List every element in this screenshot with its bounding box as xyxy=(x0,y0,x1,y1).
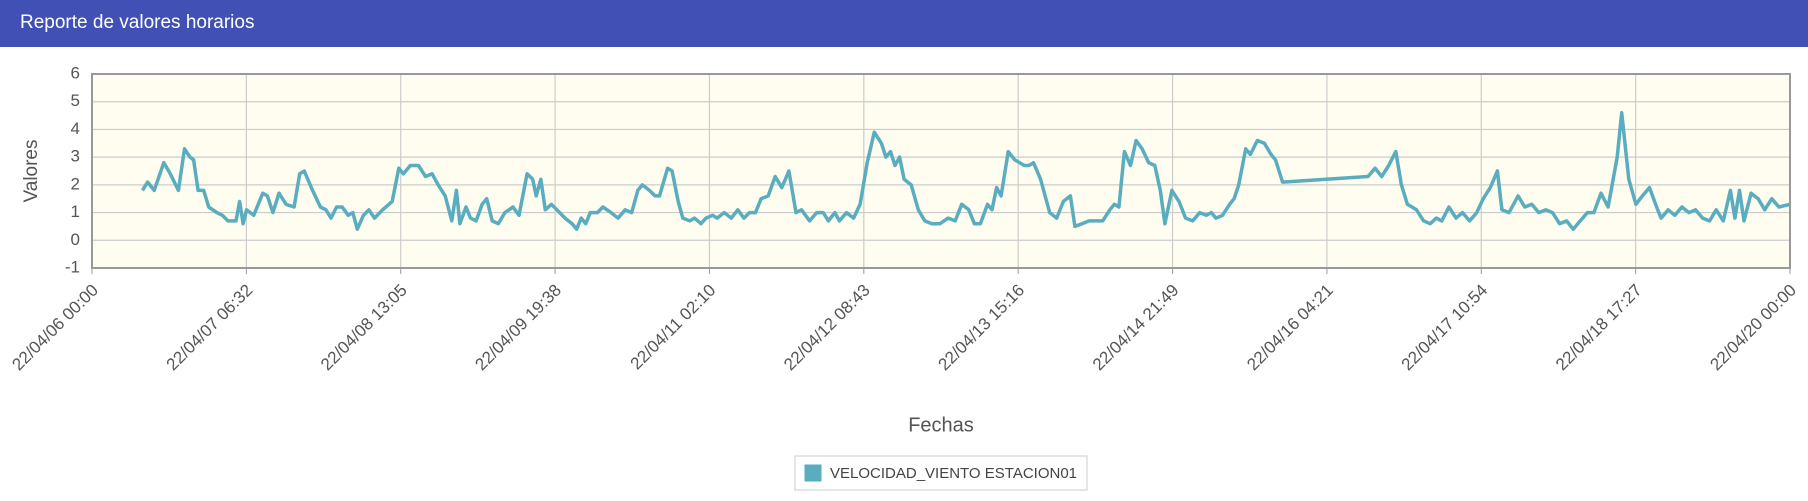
y-tick-label: 6 xyxy=(71,63,80,82)
legend-swatch xyxy=(803,463,823,483)
y-tick-label: 0 xyxy=(71,230,80,249)
x-tick-label: 22/04/12 08:43 xyxy=(780,281,874,375)
plot-border xyxy=(91,73,1791,269)
x-tick-label: 22/04/08 13:05 xyxy=(317,281,411,375)
x-tick-label: 22/04/16 04:21 xyxy=(1243,281,1337,375)
x-tick-label: 22/04/14 21:49 xyxy=(1089,281,1183,375)
header-bar xyxy=(0,0,1808,47)
data-line xyxy=(141,111,1791,231)
y-tick-label: 1 xyxy=(71,202,80,221)
x-tick-label: 22/04/17 10:54 xyxy=(1398,281,1492,375)
y-tick-label: -1 xyxy=(65,257,80,276)
y-axis-title: Valores xyxy=(21,139,42,202)
x-tick-label: 22/04/06 00:00 xyxy=(8,281,102,375)
x-tick-label: 22/04/11 02:10 xyxy=(627,281,720,374)
x-tick-label: 22/04/09 19:38 xyxy=(471,281,565,375)
x-axis-title: Fechas xyxy=(908,414,974,436)
y-tick-label: 5 xyxy=(71,91,80,110)
x-tick-label: 22/04/13 15:16 xyxy=(935,281,1029,375)
x-tick-label: 22/04/20 00:00 xyxy=(1706,281,1800,375)
y-tick-label: 2 xyxy=(71,174,80,193)
y-tick-label: 4 xyxy=(71,119,80,138)
legend-box xyxy=(794,455,1088,491)
x-tick-label: 22/04/07 06:32 xyxy=(163,281,257,375)
y-tick-label: 3 xyxy=(71,147,80,166)
chart-title: Reporte de valores horarios xyxy=(20,12,254,33)
plot-background xyxy=(92,74,1790,268)
x-tick-label: 22/04/18 17:27 xyxy=(1552,281,1646,375)
legend-label: VELOCIDAD_VIENTO ESTACION01 xyxy=(830,465,1077,482)
